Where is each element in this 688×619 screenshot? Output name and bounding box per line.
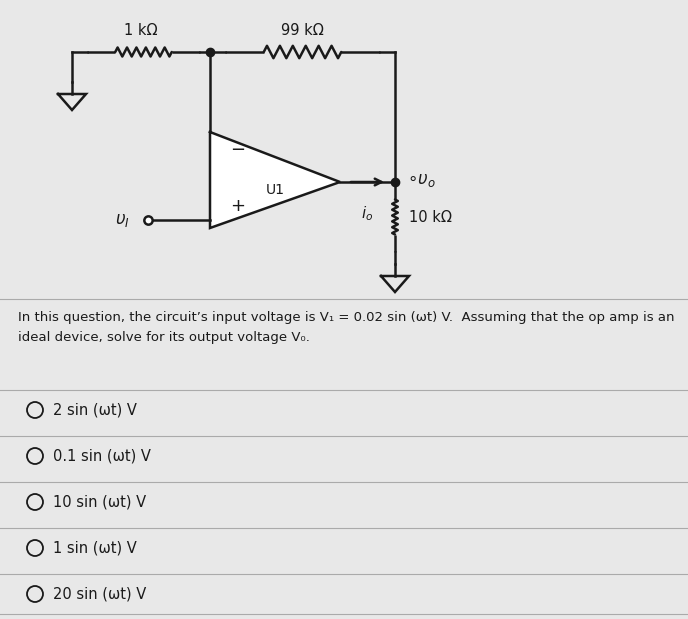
Polygon shape [381, 276, 409, 292]
Polygon shape [210, 132, 340, 228]
Text: U1: U1 [266, 183, 285, 197]
Text: +: + [230, 197, 246, 215]
Text: $\upsilon_I$: $\upsilon_I$ [116, 211, 130, 229]
Text: 2 sin (ωt) V: 2 sin (ωt) V [53, 402, 137, 417]
Text: 20 sin (ωt) V: 20 sin (ωt) V [53, 586, 147, 602]
Text: $i_o$: $i_o$ [361, 204, 374, 223]
Text: 0.1 sin (ωt) V: 0.1 sin (ωt) V [53, 449, 151, 464]
Text: $\circ\upsilon_o$: $\circ\upsilon_o$ [407, 171, 436, 189]
Text: 1 kΩ: 1 kΩ [125, 23, 158, 38]
Text: 10 sin (ωt) V: 10 sin (ωt) V [53, 495, 146, 509]
Polygon shape [58, 94, 86, 110]
Text: ideal device, solve for its output voltage V₀.: ideal device, solve for its output volta… [18, 331, 310, 344]
Text: 10 kΩ: 10 kΩ [409, 209, 452, 225]
Text: In this question, the circuit’s input voltage is V₁ = 0.02 sin (ωt) V.  Assuming: In this question, the circuit’s input vo… [18, 311, 674, 324]
Text: −: − [230, 141, 246, 159]
Text: 99 kΩ: 99 kΩ [281, 23, 324, 38]
Text: 1 sin (ωt) V: 1 sin (ωt) V [53, 540, 137, 555]
